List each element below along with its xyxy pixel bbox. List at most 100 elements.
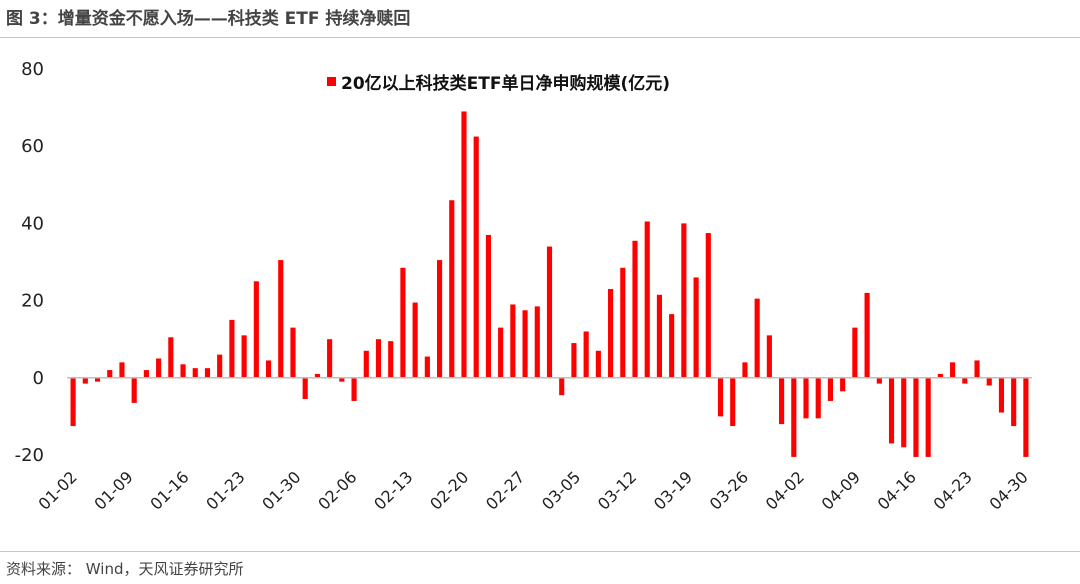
bar — [265, 360, 272, 378]
bars — [70, 111, 1029, 457]
chart-legend: 20亿以上科技类ETF单日净申购规模(亿元) — [327, 73, 670, 94]
x-tick-label: 04-16 — [874, 467, 920, 513]
bar — [620, 267, 626, 378]
x-tick-label: 02-27 — [482, 467, 528, 513]
bar — [742, 362, 748, 378]
y-tick-label: 80 — [21, 59, 44, 80]
bar — [815, 377, 821, 419]
bar — [546, 246, 553, 378]
source-note: 资料来源： Wind，天风证券研究所 — [6, 560, 244, 578]
bar — [974, 360, 980, 378]
y-tick-label: 0 — [33, 368, 44, 389]
bar — [302, 377, 308, 400]
bar — [803, 377, 809, 419]
bar — [864, 292, 870, 378]
x-tick-label: 02-13 — [370, 467, 416, 513]
x-tick-label: 01-09 — [90, 467, 136, 513]
bar — [522, 310, 528, 378]
bar — [473, 136, 479, 378]
bar — [204, 368, 211, 378]
bar — [888, 377, 895, 444]
bar — [754, 298, 760, 378]
bar — [94, 377, 101, 382]
x-tick-label: 03-05 — [538, 467, 584, 513]
bar — [1011, 377, 1017, 427]
bar — [937, 373, 943, 378]
bar — [375, 339, 382, 378]
x-tick-label: 02-06 — [314, 467, 360, 513]
x-tick-label: 03-26 — [706, 467, 752, 513]
y-tick-label: 40 — [21, 213, 44, 234]
bottom-divider — [0, 551, 1080, 552]
bar — [192, 368, 198, 378]
bar — [314, 373, 320, 378]
bar — [437, 260, 443, 378]
bar — [717, 377, 724, 417]
bar — [363, 350, 369, 378]
x-tick-label: 02-20 — [426, 467, 472, 513]
bar — [827, 377, 834, 401]
bar — [412, 302, 418, 378]
bar — [644, 221, 650, 378]
y-axis: 80 60 40 20 0 -20 — [15, 59, 44, 466]
y-tick-label: 60 — [21, 136, 44, 157]
bar — [119, 362, 125, 378]
bar — [779, 377, 785, 425]
bar — [986, 377, 992, 386]
bar — [876, 377, 882, 384]
bar — [656, 294, 662, 378]
bar — [253, 281, 259, 378]
bar — [180, 364, 186, 378]
bar — [339, 377, 345, 382]
bar — [388, 341, 394, 378]
bar — [962, 377, 968, 384]
bar — [583, 331, 589, 378]
y-tick-label: 20 — [21, 291, 44, 312]
bar — [82, 377, 88, 384]
figure-title: 图 3：增量资金不愿入场——科技类 ETF 持续净赎回 — [6, 9, 411, 29]
bar — [1023, 377, 1029, 457]
bar — [998, 377, 1005, 413]
x-tick-label: 04-30 — [986, 467, 1032, 513]
bar — [595, 350, 601, 378]
bar — [632, 240, 638, 378]
x-tick-label: 04-02 — [762, 467, 808, 513]
legend-swatch — [327, 77, 336, 86]
bar — [913, 377, 919, 457]
bar — [278, 260, 284, 378]
x-tick-label: 01-30 — [258, 467, 304, 513]
bar — [852, 327, 858, 378]
bar — [510, 304, 516, 378]
bar — [107, 370, 113, 378]
top-divider — [0, 37, 1080, 38]
bar — [571, 343, 577, 378]
x-tick-label: 04-23 — [930, 467, 976, 513]
x-axis: 01-02 01-09 01-16 01-23 01-30 02-06 02-13 02-20… — [35, 467, 1032, 513]
x-tick-label: 01-23 — [202, 467, 248, 513]
x-tick-label: 03-12 — [594, 467, 640, 513]
bar — [693, 277, 699, 378]
bar — [705, 233, 711, 378]
bar — [901, 377, 907, 448]
bar — [424, 356, 430, 378]
bar — [168, 337, 174, 378]
bar — [730, 377, 736, 427]
legend-label: 20亿以上科技类ETF单日净申购规模(亿元) — [341, 73, 670, 94]
y-tick-label: -20 — [15, 445, 44, 466]
bar — [400, 267, 406, 378]
bar — [669, 314, 675, 378]
x-tick-label: 04-09 — [818, 467, 864, 513]
bar — [131, 377, 137, 403]
bar — [485, 234, 491, 378]
x-tick-label: 01-02 — [35, 467, 81, 513]
bar — [156, 358, 162, 378]
bar — [559, 377, 565, 396]
bar — [608, 289, 614, 378]
bar — [766, 335, 772, 378]
x-tick-label: 01-16 — [146, 467, 192, 513]
bar — [791, 377, 797, 457]
bar — [229, 319, 235, 378]
bar — [925, 377, 931, 457]
bar — [498, 327, 504, 378]
x-tick-label: 03-19 — [650, 467, 696, 513]
